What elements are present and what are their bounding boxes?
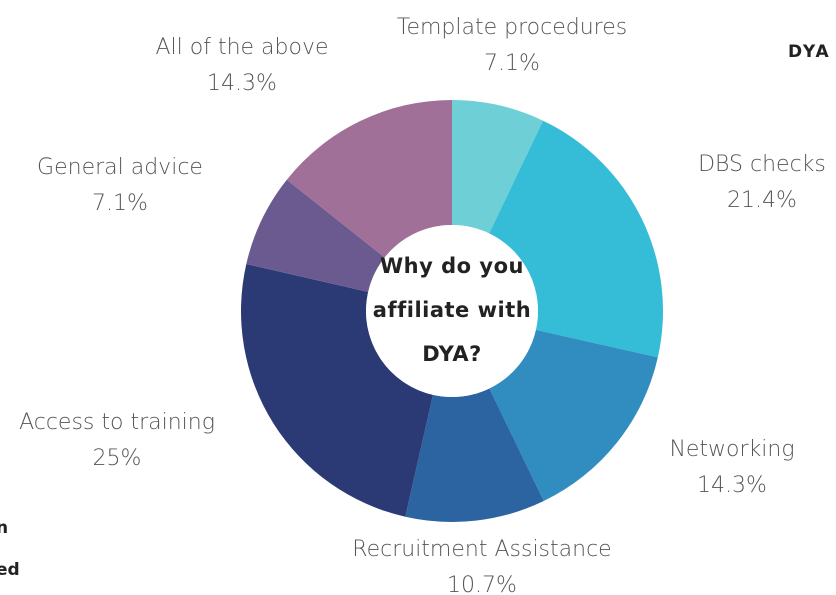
segment-label: Recruitment Assistance [352,537,611,562]
segment-label: Template procedures [397,15,627,40]
segment-value: 14.3% [697,473,767,498]
segment-value: 7.1% [484,51,540,76]
header-fragment: DYA | [788,42,836,62]
donut-segment [405,388,544,522]
segment-label: All of the above [155,35,328,60]
segment-value: 25% [93,446,142,471]
segment-label: Networking [669,437,794,462]
donut-segment [286,100,452,258]
segment-value: 7.1% [92,191,148,216]
left-fragment: ed [0,560,20,580]
segment-label: DBS checks [698,152,826,177]
center-title: affiliate with [373,298,531,322]
segment-label: General advice [37,155,203,180]
donut-segment [241,263,433,517]
segment-label: Access to training [19,410,215,435]
donut-segment [452,100,544,234]
segment-value: 10.7% [447,573,517,595]
donut-segment [246,179,385,292]
donut-segment [489,120,663,358]
center-hole [366,225,538,397]
center-title: DYA? [422,342,482,366]
left-fragment: n [0,518,8,538]
center-title: Why do you [380,254,524,278]
segment-value: 14.3% [207,71,277,96]
donut-segment [489,329,658,502]
segment-value: 21.4% [727,188,797,213]
